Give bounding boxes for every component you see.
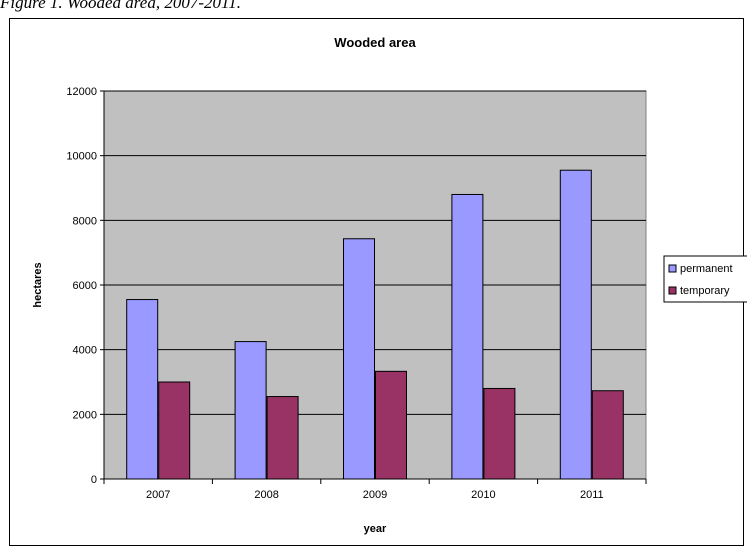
x-tick-label: 2007 xyxy=(146,489,170,501)
y-axis-label: hectares xyxy=(32,262,44,307)
y-tick-label: 2000 xyxy=(73,409,97,421)
legend-label-permanent: permanent xyxy=(680,263,733,275)
axes xyxy=(100,90,647,484)
bar-temporary-2008 xyxy=(266,396,299,480)
legend-label-temporary: temporary xyxy=(680,285,730,297)
bar-permanent-2008 xyxy=(234,341,267,480)
figure-caption: Figure 1. Wooded area, 2007-2011. xyxy=(0,0,241,12)
bar-temporary-2007 xyxy=(158,381,191,480)
legend-swatch-permanent xyxy=(668,264,677,273)
bar-permanent-2007 xyxy=(126,299,159,480)
y-tick-label: 8000 xyxy=(73,215,97,227)
y-tick-label: 10000 xyxy=(66,151,97,163)
bar-permanent-2011 xyxy=(559,169,592,480)
legend: permanent temporary xyxy=(663,255,747,303)
x-tick-label: 2010 xyxy=(471,489,495,501)
y-tick-labels: 0 2000 4000 6000 8000 10000 12000 xyxy=(66,86,97,486)
x-tick-label: 2009 xyxy=(363,489,387,501)
y-tick-label: 4000 xyxy=(73,345,97,357)
bar-temporary-2011 xyxy=(591,390,624,480)
y-tick-label: 0 xyxy=(91,474,97,486)
bars xyxy=(126,169,624,480)
x-tick-labels: 2007 2008 2009 2010 2011 xyxy=(146,489,604,501)
legend-box xyxy=(663,255,747,303)
bar-temporary-2009 xyxy=(375,370,407,480)
x-tick-label: 2011 xyxy=(580,489,604,501)
x-axis-label: year xyxy=(364,523,387,535)
legend-swatch-temporary xyxy=(668,286,677,295)
bar-temporary-2010 xyxy=(483,387,516,480)
bar-permanent-2009 xyxy=(343,238,375,480)
bar-permanent-2010 xyxy=(451,193,484,480)
y-tick-label: 6000 xyxy=(73,280,97,292)
chart-title: Wooded area xyxy=(334,35,416,50)
y-tick-label: 12000 xyxy=(66,86,97,98)
x-tick-label: 2008 xyxy=(254,489,278,501)
